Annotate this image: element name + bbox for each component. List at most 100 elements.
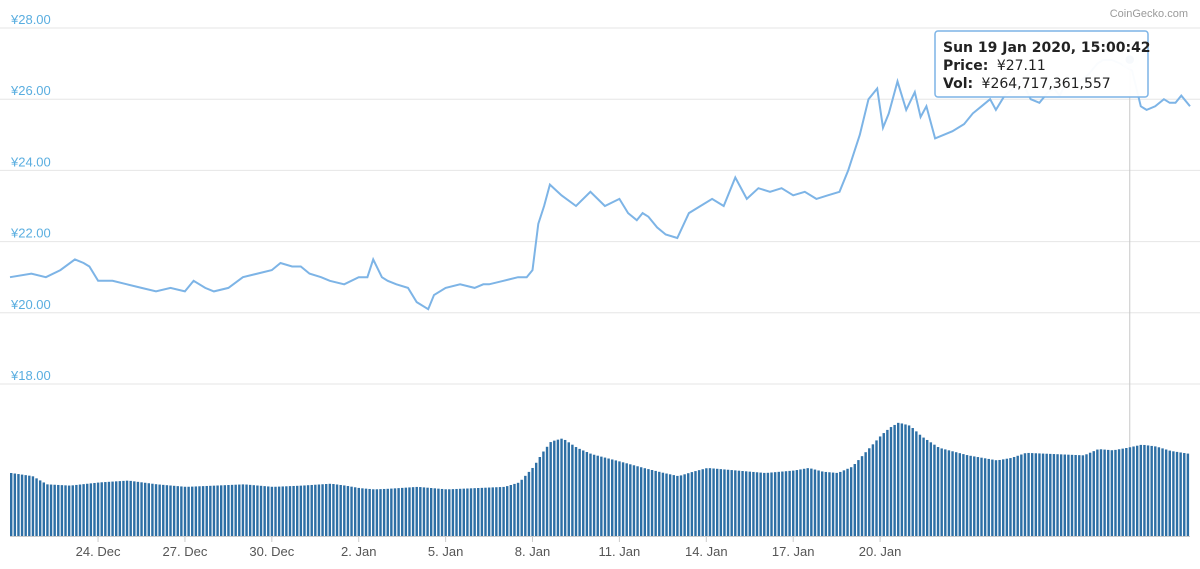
- volume-bar: [35, 478, 38, 536]
- volume-bar: [332, 484, 335, 536]
- volume-bar: [1041, 453, 1045, 536]
- volume-bar: [1078, 455, 1081, 536]
- volume-bar: [632, 465, 636, 536]
- volume-bar: [227, 485, 230, 536]
- volume-bar: [209, 485, 212, 536]
- volume-bar: [719, 469, 723, 536]
- volume-bar: [480, 487, 484, 536]
- volume-bar: [375, 489, 379, 536]
- volume-bar: [477, 488, 480, 536]
- volume-bar: [1038, 453, 1041, 536]
- volume-bar: [104, 482, 107, 536]
- volume-bar: [1063, 454, 1066, 536]
- volume-bar: [516, 482, 520, 536]
- volume-bar: [469, 488, 473, 536]
- volume-bar: [513, 483, 516, 536]
- volume-bar: [962, 454, 965, 536]
- volume-bar: [122, 480, 125, 536]
- volume-bar: [270, 486, 274, 536]
- volume-bar: [353, 487, 357, 536]
- volume-bar: [1110, 450, 1114, 536]
- volume-bar: [1146, 445, 1150, 536]
- volume-bar: [183, 486, 187, 536]
- volume-bar: [936, 447, 940, 536]
- volume-bar: [697, 470, 701, 536]
- x-tick-label: 30. Dec: [249, 544, 294, 559]
- volume-bar: [734, 470, 737, 536]
- volume-bar: [49, 484, 53, 536]
- volume-bar: [205, 485, 208, 536]
- volume-bar: [520, 479, 523, 536]
- volume-bar: [773, 472, 777, 536]
- volume-bar: [723, 469, 726, 536]
- volume-bar: [1074, 454, 1077, 536]
- volume-bar: [125, 480, 129, 536]
- volume-bar: [274, 486, 277, 536]
- coingecko-credit[interactable]: CoinGecko.com: [1110, 8, 1188, 20]
- volume-bar: [495, 487, 498, 536]
- price-grid: [0, 27, 1200, 385]
- volume-bar: [788, 470, 791, 536]
- volume-bar: [792, 470, 795, 536]
- volume-bar: [285, 486, 288, 536]
- volume-bar: [1161, 448, 1164, 536]
- volume-bar: [180, 486, 183, 536]
- volume-bar: [770, 472, 773, 536]
- volume-bar: [162, 484, 165, 536]
- volume-bar: [444, 489, 447, 536]
- volume-bar: [462, 488, 465, 536]
- volume-bar: [129, 480, 132, 536]
- volume-bar: [212, 485, 216, 536]
- volume-bar: [263, 486, 266, 536]
- volume-bar: [1052, 454, 1056, 536]
- volume-bar: [621, 462, 625, 536]
- volume-bar: [361, 488, 364, 536]
- volume-bar: [172, 485, 176, 536]
- volume-bar: [911, 428, 914, 536]
- volume-bars: [10, 422, 1190, 536]
- volume-bar: [1168, 450, 1171, 536]
- volume-bar: [75, 484, 78, 536]
- volume-bar: [292, 485, 295, 536]
- volume-bar: [198, 486, 201, 536]
- volume-bar: [611, 459, 614, 536]
- volume-bar: [386, 488, 389, 536]
- volume-bar: [1092, 451, 1095, 536]
- volume-bar: [1056, 454, 1059, 536]
- volume-bar: [78, 484, 82, 536]
- volume-bar: [187, 486, 190, 536]
- y-tick-label: ¥24.00: [10, 154, 51, 169]
- volume-bar: [983, 458, 987, 536]
- volume-bar: [408, 487, 411, 536]
- volume-bar: [1150, 445, 1153, 536]
- volume-bar: [553, 440, 556, 536]
- volume-bar: [415, 486, 418, 536]
- volume-bar: [864, 452, 867, 536]
- volume-bar: [256, 485, 259, 536]
- volume-bar: [372, 489, 375, 536]
- volume-bar: [835, 472, 838, 536]
- volume-bar: [806, 468, 809, 536]
- volume-bar: [498, 487, 502, 536]
- volume-bar: [944, 449, 947, 536]
- volume-bar: [219, 485, 223, 536]
- volume-bar: [600, 456, 603, 536]
- tooltip-vol-value: ¥264,717,361,557: [982, 76, 1111, 92]
- volume-bar: [839, 471, 842, 536]
- volume-bar: [57, 484, 60, 536]
- x-tick-label: 5. Jan: [428, 544, 463, 559]
- volume-bar: [549, 442, 552, 536]
- volume-bar: [701, 469, 704, 536]
- x-tick-label: 17. Jan: [772, 544, 815, 559]
- volume-bar: [705, 468, 708, 536]
- volume-bar: [1049, 453, 1052, 536]
- tooltip-price-label: Price:: [943, 58, 988, 74]
- volume-bar: [422, 487, 426, 536]
- volume-bar: [545, 446, 549, 536]
- volume-bar: [115, 481, 118, 536]
- volume-bar: [38, 480, 42, 536]
- volume-bar: [93, 482, 96, 536]
- volume-bar: [1117, 449, 1121, 536]
- time-x-axis: 24. Dec 27. Dec 30. Dec 2. Jan 5. Jan 8. Jan 1…: [76, 536, 901, 559]
